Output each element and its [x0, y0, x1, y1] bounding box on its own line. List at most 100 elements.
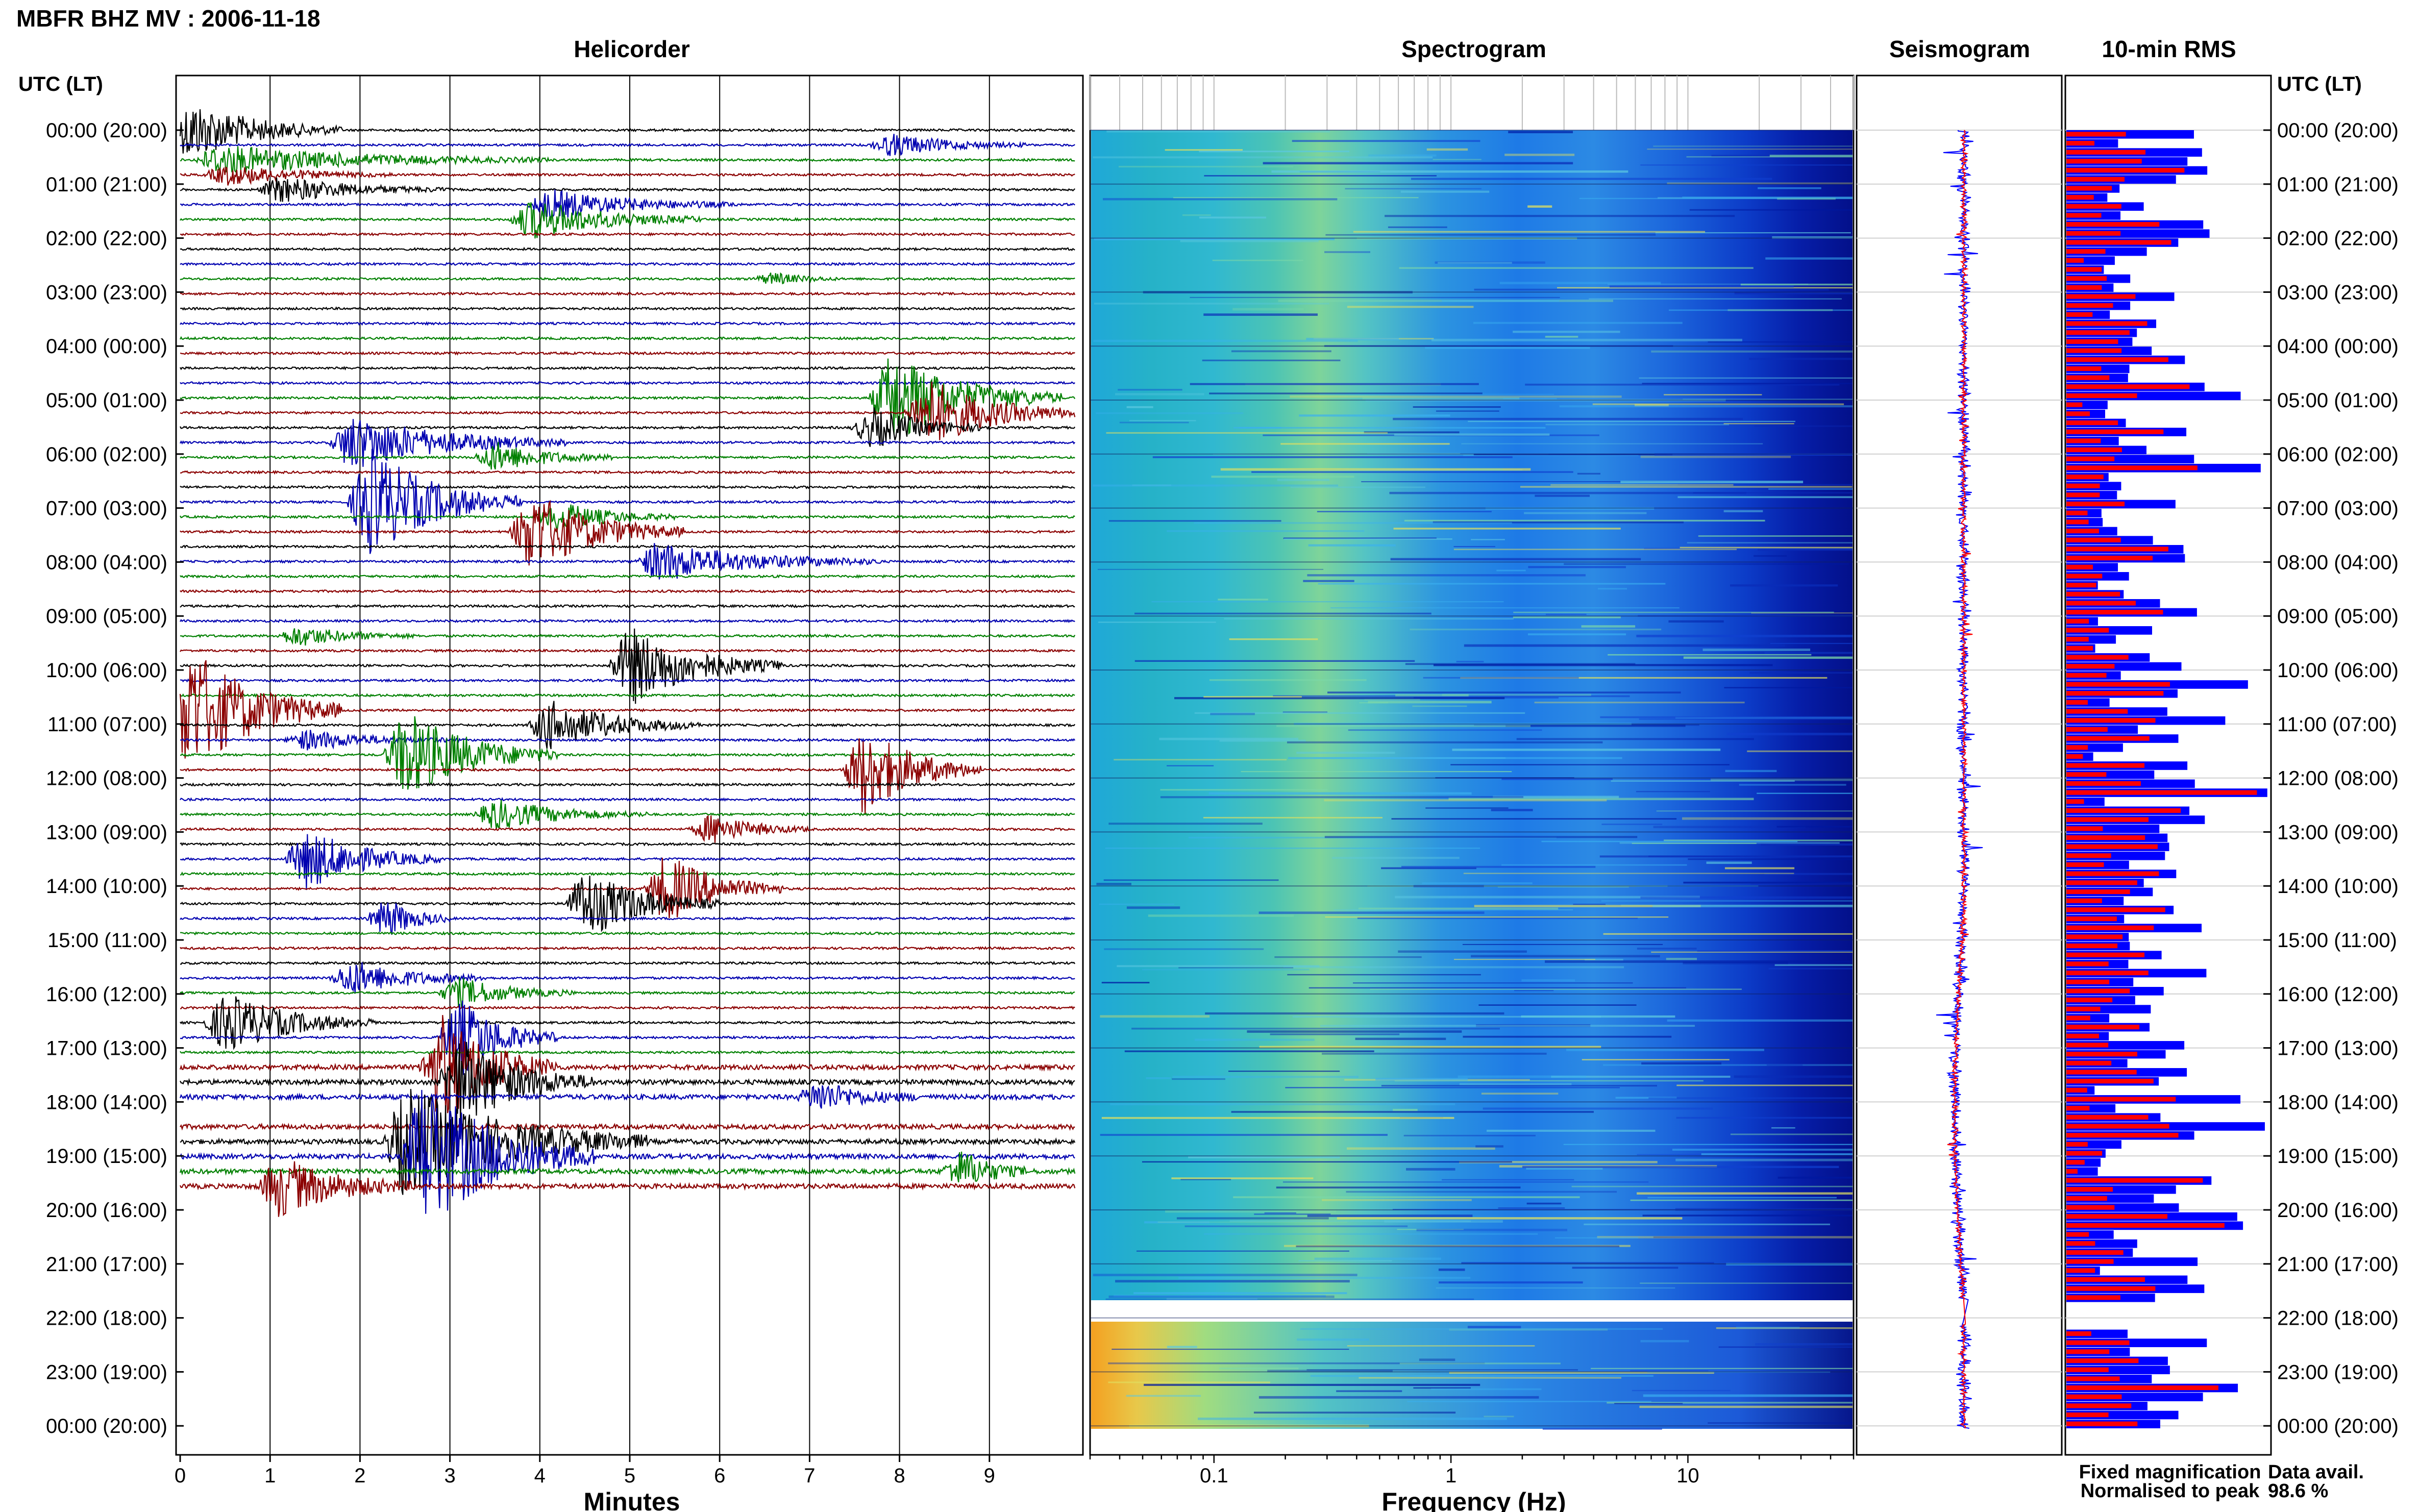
spectrogram-stripe-306 [1597, 588, 1627, 590]
spectrogram-stripe-431 [1442, 693, 1591, 696]
spectrogram-stripe-290 [1597, 1236, 1853, 1238]
spectrogram-stripe-3 [1224, 618, 1514, 620]
spectrogram-stripe-73 [1204, 1233, 1538, 1235]
spectrogram-stripe-373 [1522, 1166, 1839, 1169]
spectrogram-stripe-216 [1178, 1277, 1471, 1279]
spectrogram-stripe-109 [1677, 484, 1853, 486]
spectrogram-stripe-99 [1734, 291, 1853, 294]
rms-bar-normalised-43 [2066, 519, 2089, 525]
spectrogram-stripe-16 [1526, 1167, 1603, 1170]
spectrogram-stripe-223 [1394, 1080, 1704, 1082]
rms-bar-normalised-15 [2066, 267, 2102, 272]
spectrogram-stripe-189 [1630, 1370, 1709, 1372]
spectrogram-block-upper [1091, 130, 1853, 1300]
helicorder-trace-row-24 [180, 484, 1075, 490]
spectrogram-stripe-204 [1688, 858, 1853, 860]
rms-panel [2064, 75, 2272, 1456]
spectrogram-title: Spectrogram [1401, 36, 1546, 62]
left-hour-label-5: 05:00 (01:00) [46, 389, 167, 412]
right-hour-label-23: 23:00 (19:00) [2277, 1361, 2399, 1383]
spectrogram-stripe-242 [1652, 905, 1853, 908]
spectrogram-stripe-433 [1370, 988, 1742, 990]
spectrogram-stripe-228 [1393, 417, 1743, 420]
spectrogram-stripe-476 [1501, 778, 1613, 780]
spectrogram-stripe-369 [1535, 494, 1590, 497]
spectrogram-stripe-42 [1283, 537, 1437, 539]
rms-bar-normalised-28 [2066, 384, 2190, 389]
spectrogram-stripe-298 [1308, 544, 1396, 547]
spectrogram-stripe-25 [1219, 739, 1306, 742]
spectrogram-stripe-428 [1542, 1428, 1662, 1430]
helicorder-panel: 0 1 2 3 4 5 6 7 8 9 Minutes [175, 75, 1084, 1512]
left-hour-label-15: 15:00 (11:00) [47, 929, 167, 952]
helicorder-trace-row-35 [180, 648, 1075, 653]
left-hour-label-24: 00:00 (20:00) [46, 1415, 167, 1437]
spectrogram-stripe-359 [1241, 771, 1512, 773]
spectrogram-stripe-417 [1190, 383, 1479, 385]
spectrogram-stripe-402 [1096, 412, 1244, 414]
right-hour-label-12: 12:00 (08:00) [2277, 767, 2399, 790]
spectrogram-stripe-404 [1701, 1153, 1853, 1155]
spectrogram-stripe-434 [1419, 1358, 1455, 1361]
rms-bar-normalised-80 [2066, 853, 2111, 858]
helicorder-trace-row-63 [179, 1014, 1075, 1113]
spectrogram-stripe-466 [1167, 1346, 1197, 1348]
helicorder-trace-row-34 [180, 628, 1076, 646]
helicorder-trace-row-5 [180, 189, 1075, 220]
spectrogram-stripe-272 [1416, 1228, 1567, 1231]
spectrogram-stripe-451 [1126, 906, 1180, 909]
spectrogram-stripe-436 [1404, 519, 1765, 522]
spectrogram-stripe-39 [1765, 257, 1853, 260]
spectrogram-stripe-264 [1300, 1328, 1663, 1330]
spectrogram-stripe-233 [1114, 759, 1287, 761]
rms-bar-normalised-86 [2066, 907, 2165, 912]
spectrogram-stripe-432 [1431, 1388, 1542, 1391]
spectrogram-stripe-439 [1412, 705, 1467, 707]
spectrogram-stripe-446 [1306, 338, 1399, 340]
spectrogram-stripe-412 [1203, 696, 1302, 698]
spectrogram-stripe-83 [1219, 1367, 1299, 1370]
spectrogram-stripe-201 [1296, 1245, 1620, 1248]
spectrogram-stripe-209 [1664, 394, 1762, 395]
rms-bar-normalised-83 [2066, 880, 2137, 885]
helicorder-trace-row-58 [180, 977, 1075, 1009]
right-hour-label-22: 22:00 (18:00) [2277, 1307, 2399, 1330]
spectrogram-stripe-396 [1093, 1274, 1357, 1276]
spectrogram-stripe-329 [1253, 1411, 1456, 1414]
helicorder-trace-row-36 [180, 628, 1076, 704]
spectrogram-stripe-450 [1212, 259, 1303, 261]
spectrogram-stripe-51 [1603, 1064, 1853, 1066]
rms-bar-normalised-3 [2066, 159, 2142, 164]
spectrogram-stripe-397 [1504, 154, 1575, 156]
spectrogram-stripe-363 [1353, 231, 1706, 233]
spectrogram-stripe-440 [1126, 406, 1153, 408]
right-hour-label-18: 18:00 (14:00) [2277, 1091, 2399, 1113]
spectrogram-stripe-299 [1687, 542, 1853, 543]
rms-bar-normalised-119 [2066, 1205, 2115, 1210]
spectrogram-stripe-510 [1211, 476, 1354, 478]
spectrogram-stripe-105 [1142, 969, 1310, 971]
spectrogram-stripe-280 [1702, 648, 1811, 651]
spectrogram-stripe-403 [1566, 1049, 1764, 1051]
right-hour-label-20: 20:00 (16:00) [2277, 1199, 2399, 1222]
rms-bar-normalised-48 [2066, 564, 2093, 569]
rms-bar-normalised-62 [2066, 691, 2164, 696]
helicorder-trace-row-67 [180, 1122, 1075, 1131]
helicorder-x-tick-label-5: 5 [624, 1465, 635, 1487]
spectrogram-stripe-95 [1199, 151, 1350, 153]
helicorder-trace-row-50 [180, 871, 1075, 877]
seismogram-traces [1936, 130, 1983, 1429]
spectrogram-stripe-246 [1413, 1387, 1471, 1389]
helicorder-trace-row-31 [180, 589, 1075, 594]
right-hour-label-3: 03:00 (23:00) [2277, 281, 2399, 304]
spectrogram-stripe-443 [1258, 1396, 1539, 1399]
spectrogram-stripe-80 [1438, 1268, 1465, 1271]
right-hour-label-19: 19:00 (15:00) [2277, 1145, 2399, 1168]
helicorder-trace-row-38 [180, 693, 1075, 698]
spectrogram-stripe-278 [1325, 916, 1669, 918]
rms-bar-normalised-128 [2066, 1286, 2156, 1291]
rms-bar-normalised-143 [2066, 1421, 2138, 1426]
spectrogram-stripe-471 [1267, 1370, 1393, 1372]
spectrogram-stripe-186 [1194, 712, 1525, 714]
spectrogram-stripe-493 [1749, 358, 1853, 360]
